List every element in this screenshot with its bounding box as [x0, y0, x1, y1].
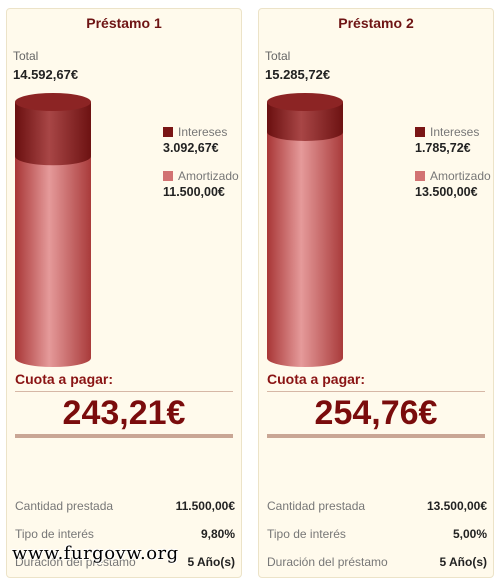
detail-label: Tipo de interés [15, 527, 94, 541]
intereses-segment [15, 102, 91, 166]
detail-value: 9,80% [200, 527, 235, 541]
legend-label: Amortizado [430, 169, 491, 183]
legend-value: 1.785,72€ [415, 141, 471, 155]
cuota-label: Cuota a pagar: [267, 371, 366, 387]
total-value: 15.285,72€ [265, 67, 331, 82]
cylinder-top [15, 93, 91, 111]
legend-swatch-intereses [163, 127, 173, 137]
detail-value: 11.500,00€ [175, 499, 235, 513]
detail-value: 5 Año(s) [439, 555, 487, 569]
detail-label: Duración del préstamo [15, 555, 136, 569]
cylinder-chart [15, 93, 91, 367]
cylinder-top [267, 93, 343, 111]
cuota-value: 254,76€ [314, 394, 438, 432]
detail-value: 5 Año(s) [187, 555, 235, 569]
divider [267, 391, 485, 392]
legend-intereses: Intereses 3.092,67€ [163, 125, 227, 155]
loan-title: Préstamo 1 [86, 15, 162, 31]
legend-value: 3.092,67€ [163, 141, 219, 155]
legend-value: 13.500,00€ [415, 185, 478, 199]
amortizado-segment [15, 156, 91, 367]
watermark: www.furgovw.org [12, 543, 179, 564]
legend-intereses: Intereses 1.785,72€ [415, 125, 479, 155]
divider [267, 434, 485, 438]
detail-label: Tipo de interés [267, 527, 346, 541]
detail-label: Cantidad prestada [15, 499, 114, 513]
cylinder-chart [267, 93, 343, 367]
detail-value: 13.500,00€ [426, 499, 487, 513]
cuota-label: Cuota a pagar: [15, 371, 114, 387]
loan-panel-1: Préstamo 1 Total 14.592,67€ Intereses 3.… [6, 8, 242, 578]
detail-label: Duración del préstamo [267, 555, 388, 569]
legend-swatch-intereses [415, 127, 425, 137]
legend-swatch-amortizado [415, 171, 425, 181]
detail-value: 5,00% [452, 527, 487, 541]
divider [15, 391, 233, 392]
total-label: Total [13, 49, 39, 63]
legend-swatch-amortizado [163, 171, 173, 181]
legend-amortizado: Amortizado 11.500,00€ [163, 169, 239, 199]
detail-label: Cantidad prestada [267, 499, 366, 513]
legend-value: 11.500,00€ [163, 185, 225, 199]
legend-amortizado: Amortizado 13.500,00€ [415, 169, 491, 199]
legend-label: Amortizado [178, 169, 239, 183]
legend-label: Intereses [430, 125, 480, 139]
loan-title: Préstamo 2 [338, 15, 414, 31]
total-value: 14.592,67€ [13, 67, 79, 82]
amortizado-segment [267, 131, 343, 367]
loan-panel-2: Préstamo 2 Total 15.285,72€ Intereses 1.… [258, 8, 494, 578]
intereses-segment [267, 102, 343, 141]
cuota-value: 243,21€ [62, 394, 186, 432]
divider [15, 434, 233, 438]
legend-label: Intereses [178, 125, 228, 139]
total-label: Total [265, 49, 291, 63]
